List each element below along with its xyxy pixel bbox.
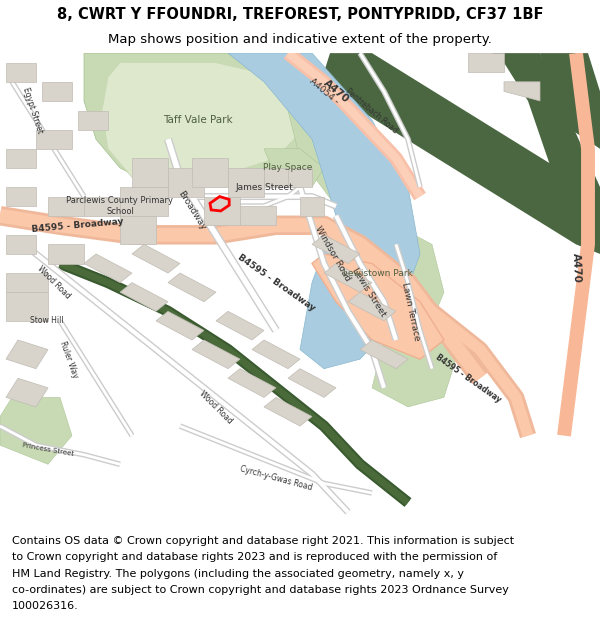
- Polygon shape: [102, 62, 312, 178]
- Text: Map shows position and indicative extent of the property.: Map shows position and indicative extent…: [108, 33, 492, 46]
- Polygon shape: [132, 244, 180, 273]
- Polygon shape: [252, 340, 300, 369]
- Polygon shape: [78, 111, 108, 129]
- Polygon shape: [324, 264, 372, 292]
- Polygon shape: [288, 82, 408, 221]
- Polygon shape: [312, 235, 360, 264]
- Polygon shape: [312, 225, 444, 321]
- Polygon shape: [6, 62, 36, 82]
- Polygon shape: [6, 235, 36, 254]
- Text: Lewis Street: Lewis Street: [350, 266, 388, 318]
- Polygon shape: [84, 254, 132, 282]
- Text: Pentrebach Road: Pentrebach Road: [344, 86, 400, 135]
- Polygon shape: [228, 168, 264, 196]
- Polygon shape: [132, 158, 168, 187]
- Polygon shape: [120, 282, 168, 311]
- Text: Wood Road: Wood Road: [36, 264, 72, 301]
- Text: Lewistown Park: Lewistown Park: [343, 269, 413, 278]
- Text: B4595 - Broadway: B4595 - Broadway: [434, 352, 502, 404]
- Text: Play Space: Play Space: [263, 163, 313, 172]
- Text: A470: A470: [571, 253, 581, 284]
- Polygon shape: [6, 340, 48, 369]
- Polygon shape: [168, 273, 216, 302]
- Polygon shape: [324, 53, 600, 254]
- Text: A470: A470: [321, 78, 351, 105]
- Polygon shape: [192, 158, 228, 187]
- Polygon shape: [492, 53, 600, 235]
- Polygon shape: [6, 292, 48, 321]
- Polygon shape: [204, 196, 240, 225]
- Polygon shape: [168, 168, 204, 196]
- Text: B4595 - Broadway: B4595 - Broadway: [32, 217, 124, 234]
- Text: Taff Vale Park: Taff Vale Park: [163, 115, 233, 125]
- Polygon shape: [504, 82, 540, 101]
- Polygon shape: [120, 216, 156, 244]
- Polygon shape: [156, 311, 204, 340]
- Polygon shape: [48, 196, 84, 216]
- Text: Stow Hill: Stow Hill: [30, 316, 64, 326]
- Polygon shape: [0, 398, 72, 464]
- Polygon shape: [42, 82, 72, 101]
- Text: Egypt Street: Egypt Street: [22, 86, 44, 134]
- Text: Wood Road: Wood Road: [198, 389, 234, 425]
- Polygon shape: [228, 53, 420, 369]
- Polygon shape: [84, 53, 348, 187]
- Text: to Crown copyright and database rights 2023 and is reproduced with the permissio: to Crown copyright and database rights 2…: [12, 552, 497, 562]
- Text: Cyrch-y-Gwas Road: Cyrch-y-Gwas Road: [239, 464, 313, 492]
- Polygon shape: [372, 331, 456, 407]
- Polygon shape: [6, 149, 36, 168]
- Polygon shape: [540, 53, 600, 149]
- Polygon shape: [84, 196, 120, 216]
- Text: 100026316.: 100026316.: [12, 601, 79, 611]
- Text: HM Land Registry. The polygons (including the associated geometry, namely x, y: HM Land Registry. The polygons (includin…: [12, 569, 464, 579]
- Text: James Street: James Street: [235, 182, 293, 191]
- Polygon shape: [6, 273, 48, 292]
- Polygon shape: [6, 187, 36, 206]
- Polygon shape: [288, 168, 312, 187]
- Polygon shape: [468, 53, 504, 72]
- Polygon shape: [348, 292, 396, 321]
- Polygon shape: [264, 398, 312, 426]
- Text: Broadway: Broadway: [176, 189, 208, 232]
- Text: Contains OS data © Crown copyright and database right 2021. This information is : Contains OS data © Crown copyright and d…: [12, 536, 514, 546]
- Text: Ruler Way: Ruler Way: [58, 339, 80, 379]
- Polygon shape: [264, 149, 324, 187]
- Polygon shape: [288, 369, 336, 398]
- Text: co-ordinates) are subject to Crown copyright and database rights 2023 Ordnance S: co-ordinates) are subject to Crown copyr…: [12, 585, 509, 595]
- Text: 8, CWRT Y FFOUNDRI, TREFOREST, PONTYPRIDD, CF37 1BF: 8, CWRT Y FFOUNDRI, TREFOREST, PONTYPRID…: [57, 8, 543, 22]
- Polygon shape: [312, 254, 444, 359]
- Polygon shape: [216, 311, 264, 340]
- Polygon shape: [264, 168, 300, 187]
- Polygon shape: [360, 340, 408, 369]
- Polygon shape: [240, 206, 276, 225]
- Polygon shape: [228, 369, 276, 398]
- Text: Lawn Terrace: Lawn Terrace: [400, 281, 422, 341]
- Polygon shape: [120, 187, 168, 216]
- Text: A4054 -: A4054 -: [308, 77, 340, 106]
- Text: B4595 - Broadway: B4595 - Broadway: [236, 253, 316, 312]
- Polygon shape: [300, 196, 324, 216]
- Text: Windsor Road: Windsor Road: [314, 225, 352, 283]
- Text: Parclewis County Primary
School: Parclewis County Primary School: [67, 196, 173, 216]
- Polygon shape: [6, 378, 48, 407]
- Polygon shape: [192, 340, 240, 369]
- Polygon shape: [36, 129, 72, 149]
- Polygon shape: [48, 244, 84, 264]
- Text: Princess Street: Princess Street: [22, 442, 74, 458]
